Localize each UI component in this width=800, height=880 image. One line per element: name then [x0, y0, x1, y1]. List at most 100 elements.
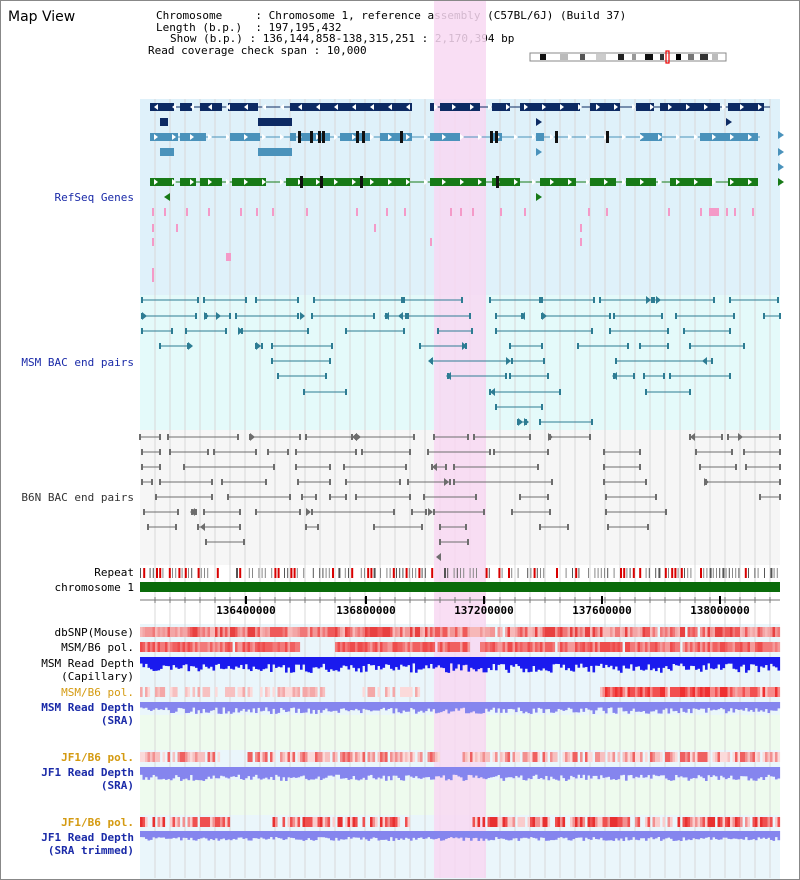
jf1-depth-trim-bar [645, 831, 648, 841]
msm-b6-pol-heat [202, 642, 206, 652]
msm-depth-sra-bar [500, 702, 503, 713]
jf1-depth-trim-bar [525, 831, 528, 838]
jf1-b6-pol-heat [627, 752, 631, 762]
msm-depth-capillary-bar [605, 657, 608, 665]
repeat-element [399, 568, 401, 578]
jf1-depth-trim-bar [340, 831, 343, 840]
msm-depth-sra-bar [207, 702, 211, 713]
msm-depth-sra-bar [385, 702, 388, 711]
track-label-msm-bac[interactable]: MSM BAC end pairs [21, 356, 134, 369]
jf1-depth-trim-bar [380, 831, 383, 840]
track-label-refseq-genes[interactable]: RefSeq Genes [54, 191, 134, 204]
jf1-b6-pol-trim-heat [162, 817, 166, 827]
msm-b6-pol-heat [600, 642, 603, 652]
msm-b6-pol-heat [562, 642, 566, 652]
jf1-b6-pol-heat [660, 752, 663, 762]
jf1-b6-pol-trim-heat [557, 817, 561, 827]
dbsnp-heat [167, 627, 171, 637]
msm-b6-pol-sra-heat [312, 687, 316, 697]
msm-depth-sra-bar [542, 702, 546, 713]
jf1-depth-trim-bar [737, 831, 741, 840]
msm-depth-capillary-bar [560, 657, 563, 668]
jf1-b6-pol-heat [292, 752, 296, 762]
dbsnp-heat [552, 627, 556, 637]
msm-b6-pol-heat [145, 642, 148, 652]
jf1-depth-sra-bar [345, 767, 348, 779]
jf1-depth-sra-bar [255, 767, 258, 775]
msm-depth-capillary-bar [590, 657, 593, 666]
msm-depth-sra-bar [600, 702, 603, 708]
refseq-pink-tick [588, 208, 590, 216]
msm-depth-sra-bar [495, 702, 498, 713]
msm-depth-sra-bar [610, 702, 613, 708]
dbsnp-heat [360, 627, 363, 637]
track-label-msm-depth-cap: MSM Read Depth (Capillary) [41, 657, 134, 683]
jf1-b6-pol-trim-heat [207, 817, 211, 827]
gene-exon-dark [400, 131, 403, 143]
jf1-b6-pol-trim-heat [725, 817, 728, 827]
track-label-b6n-bac[interactable]: B6N BAC end pairs [21, 491, 134, 504]
msm-depth-capillary-bar [320, 657, 323, 668]
dbsnp-heat [567, 627, 571, 637]
msm-depth-capillary-bar [602, 657, 606, 668]
gene-strand-arrow [676, 134, 680, 140]
msm-depth-sra-bar [232, 702, 236, 713]
dbsnp-heat [712, 627, 716, 637]
repeat-element [476, 568, 477, 578]
msm-b6-pol-heat [580, 642, 583, 652]
gene-exon [228, 103, 258, 111]
msm-depth-capillary-bar [690, 657, 693, 666]
jf1-b6-pol-trim-heat [635, 817, 638, 827]
msm-b6-pol-heat [550, 642, 553, 652]
dbsnp-heat [550, 627, 553, 637]
msm-depth-sra-bar [210, 702, 213, 711]
msm-depth-capillary-bar [700, 657, 703, 672]
repeat-element [396, 568, 397, 578]
msm-b6-pol-sra-heat [752, 687, 756, 697]
bac-end-arrow [216, 312, 221, 320]
jf1-depth-sra-bar [212, 767, 216, 776]
gene-strand-arrow [244, 104, 248, 110]
msm-depth-sra-bar [507, 702, 511, 709]
msm-depth-sra-bar [565, 702, 568, 711]
msm-depth-sra-bar [547, 702, 551, 710]
jf1-b6-pol-heat [407, 752, 411, 762]
gene-strand-arrow [280, 179, 284, 185]
repeat-element [511, 568, 513, 578]
jf1-depth-sra-bar [225, 767, 228, 778]
dbsnp-heat [432, 627, 436, 637]
msm-depth-sra-bar [332, 702, 336, 711]
jf1-b6-pol-trim-heat [580, 817, 583, 827]
jf1-depth-trim-bar [332, 831, 336, 841]
dbsnp-heat [282, 627, 286, 637]
jf1-depth-sra-bar [192, 767, 196, 781]
jf1-depth-sra-bar [447, 767, 451, 780]
gene-strand-arrow [352, 104, 356, 110]
repeat-element [344, 568, 346, 578]
dbsnp-heat [387, 627, 391, 637]
msm-b6-pol-sra-heat [305, 687, 308, 697]
jf1-depth-trim-bar [530, 831, 533, 838]
chromosome-bar [140, 582, 780, 592]
msm-depth-sra-bar [675, 702, 678, 711]
repeat-element [578, 568, 580, 578]
dbsnp-heat [607, 627, 611, 637]
msm-depth-capillary-bar [705, 657, 708, 670]
msm-depth-sra-bar [590, 702, 593, 711]
gene-exon [258, 118, 292, 126]
jf1-depth-trim-bar [397, 831, 401, 840]
dbsnp-heat [215, 627, 218, 637]
msm-b6-pol-heat [277, 642, 281, 652]
repeat-element [405, 568, 408, 578]
gene-strand-arrow [316, 179, 320, 185]
msm-depth-sra-bar [480, 702, 483, 714]
jf1-depth-trim-bar [492, 831, 496, 841]
gene-arrow [726, 118, 732, 126]
jf1-depth-sra-bar [520, 767, 523, 776]
msm-depth-capillary-bar [477, 657, 481, 670]
jf1-b6-pol-heat [367, 752, 371, 762]
jf1-b6-pol-heat [700, 752, 703, 762]
jf1-depth-trim-bar [402, 831, 406, 840]
jf1-b6-pol-heat [150, 752, 153, 762]
